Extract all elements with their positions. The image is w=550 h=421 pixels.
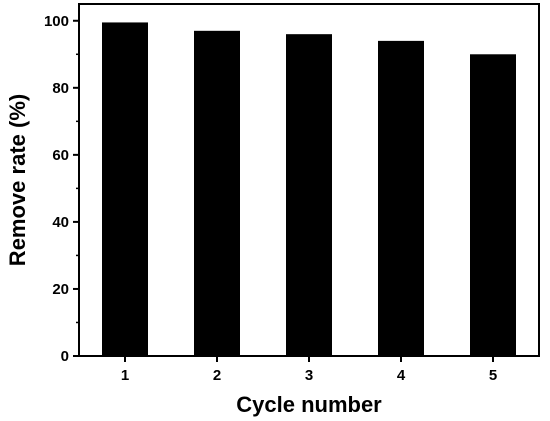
y-tick-label: 80: [52, 80, 69, 97]
y-tick-label: 0: [61, 348, 69, 365]
y-tick-label: 60: [52, 147, 69, 164]
axes-layer: [73, 3, 540, 362]
y-tick-label: 40: [52, 214, 69, 231]
x-axis-title: Cycle number: [236, 392, 382, 417]
x-tick-label: 3: [305, 367, 313, 384]
x-tick-label: 1: [121, 367, 129, 384]
x-tick-label: 5: [489, 367, 497, 384]
y-tick-label: 20: [52, 281, 69, 298]
labels-layer: 0 20 40 60 80 100 1 2 3 4 5: [44, 13, 497, 384]
y-tick-label: 100: [44, 13, 69, 30]
bar-cycle-3: [286, 34, 332, 357]
y-axis-title: Remove rate (%): [5, 94, 30, 266]
x-tick-label: 2: [213, 367, 221, 384]
bar-cycle-4: [378, 40, 424, 356]
bar-cycle-5: [470, 54, 516, 357]
bar-cycle-1: [102, 22, 148, 356]
bar-cycle-2: [194, 30, 240, 356]
x-tick-label: 4: [397, 367, 406, 384]
bars-layer: [102, 22, 516, 357]
